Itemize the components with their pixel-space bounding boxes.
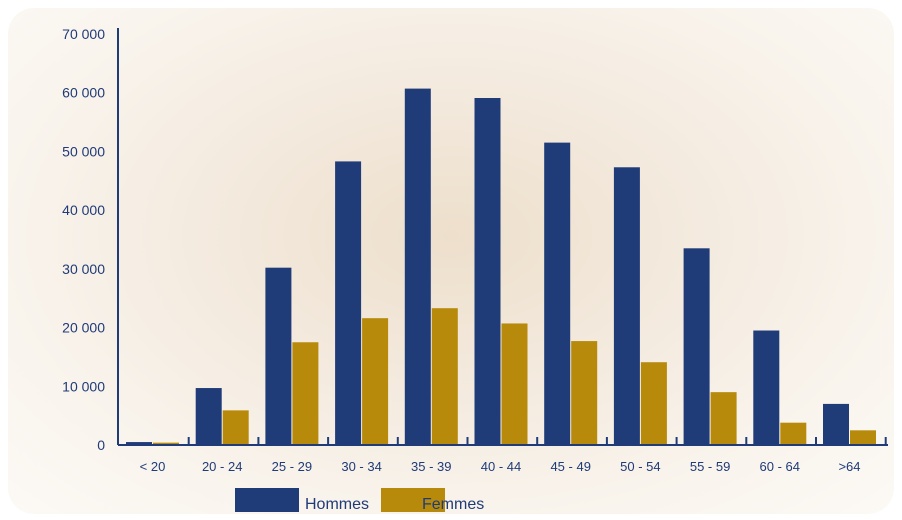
x-tick-label: < 20 (140, 459, 166, 474)
x-tick-label: 35 - 39 (411, 459, 451, 474)
bar-hommes-6 (544, 142, 571, 445)
bar-femmes-8 (710, 392, 737, 445)
x-tick-label: 55 - 59 (690, 459, 730, 474)
x-tick-label: 60 - 64 (760, 459, 800, 474)
bar-femmes-3 (362, 318, 389, 445)
bar-femmes-4 (431, 308, 458, 445)
x-tick-label: 45 - 49 (550, 459, 590, 474)
bar-hommes-10 (823, 403, 849, 445)
bar-hommes-4 (404, 88, 431, 446)
legend-item-hommes: Hommes (235, 488, 369, 513)
legend-label: Femmes (422, 496, 484, 513)
bar-femmes-1 (222, 410, 249, 445)
bar-hommes-5 (474, 97, 501, 446)
bar-femmes-9 (780, 422, 807, 445)
legend-item-femmes: Femmes (381, 488, 484, 513)
x-tick-label: 40 - 44 (481, 459, 521, 474)
axes-layer: 0 10 000 20 000 30 000 40 000 50 000 60 000 70 … (62, 26, 888, 474)
bar-hommes-9 (753, 330, 780, 445)
bar-femmes-5 (501, 323, 528, 445)
y-tick-label: 10 000 (62, 378, 105, 394)
bar-femmes-7 (640, 362, 667, 445)
y-tick-label: 40 000 (62, 202, 105, 218)
bar-hommes-3 (335, 161, 362, 445)
x-tick-label: 25 - 29 (272, 459, 312, 474)
x-tick-label: 30 - 34 (341, 459, 381, 474)
bar-hommes-1 (195, 388, 222, 445)
bar-hommes-0 (126, 442, 152, 445)
bar-femmes-6 (571, 341, 598, 445)
y-tick-label: 60 000 (62, 85, 105, 101)
bar-hommes-7 (613, 167, 640, 445)
legend-swatch (381, 488, 445, 512)
x-tick-label: 50 - 54 (620, 459, 660, 474)
legend-label: Hommes (305, 496, 369, 513)
legend-swatch (235, 488, 299, 512)
bar-femmes-2 (292, 342, 319, 445)
x-tick-label: >64 (838, 459, 860, 474)
y-tick-label: 20 000 (62, 320, 105, 336)
bar-hommes-8 (683, 248, 710, 445)
bar-femmes-10 (850, 430, 876, 445)
bars-layer (126, 88, 876, 446)
y-tick-label: 70 000 (62, 26, 105, 42)
bar-hommes-2 (265, 267, 292, 445)
y-tick-label: 0 (97, 437, 105, 453)
legend: Hommes Femmes (235, 488, 484, 513)
x-tick-label: 20 - 24 (202, 459, 242, 474)
y-tick-label: 50 000 (62, 143, 105, 159)
bar-femmes-0 (153, 442, 179, 445)
y-tick-label: 30 000 (62, 261, 105, 277)
